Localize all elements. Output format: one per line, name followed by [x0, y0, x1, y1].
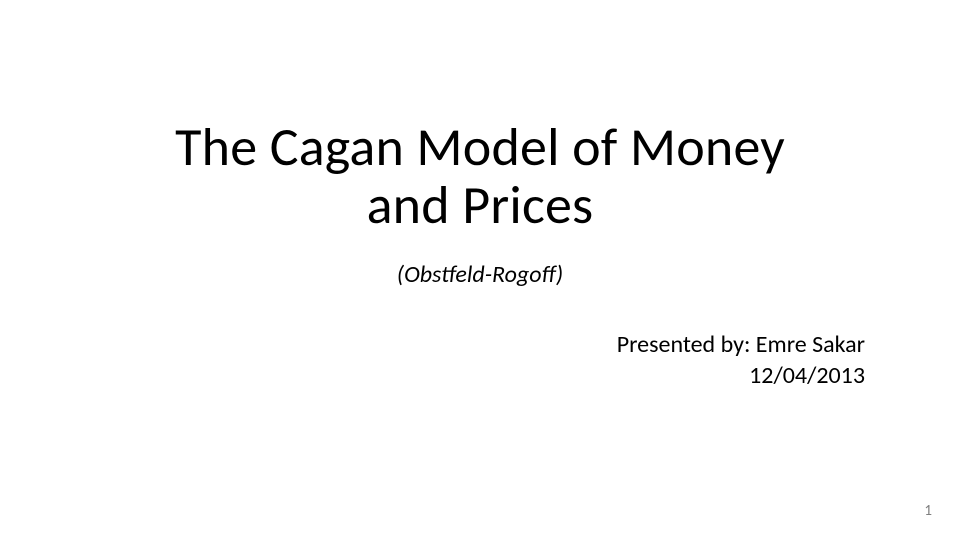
presenter-block: Presented by: Emre Sakar 12/04/2013: [617, 330, 865, 390]
title-block: The Cagan Model of Money and Prices: [0, 118, 960, 235]
slide-title-line2: and Prices: [0, 176, 960, 234]
page-number: 1: [924, 502, 932, 520]
slide-container: The Cagan Model of Money and Prices (Obs…: [0, 0, 960, 540]
presenter-line: Presented by: Emre Sakar: [617, 330, 865, 359]
slide-title-line1: The Cagan Model of Money: [0, 118, 960, 176]
presenter-name: Emre Sakar: [756, 330, 865, 359]
presentation-date: 12/04/2013: [617, 361, 865, 390]
slide-subtitle: (Obstfeld-Rogoff): [0, 260, 960, 289]
presenter-label: Presented by:: [617, 330, 756, 359]
